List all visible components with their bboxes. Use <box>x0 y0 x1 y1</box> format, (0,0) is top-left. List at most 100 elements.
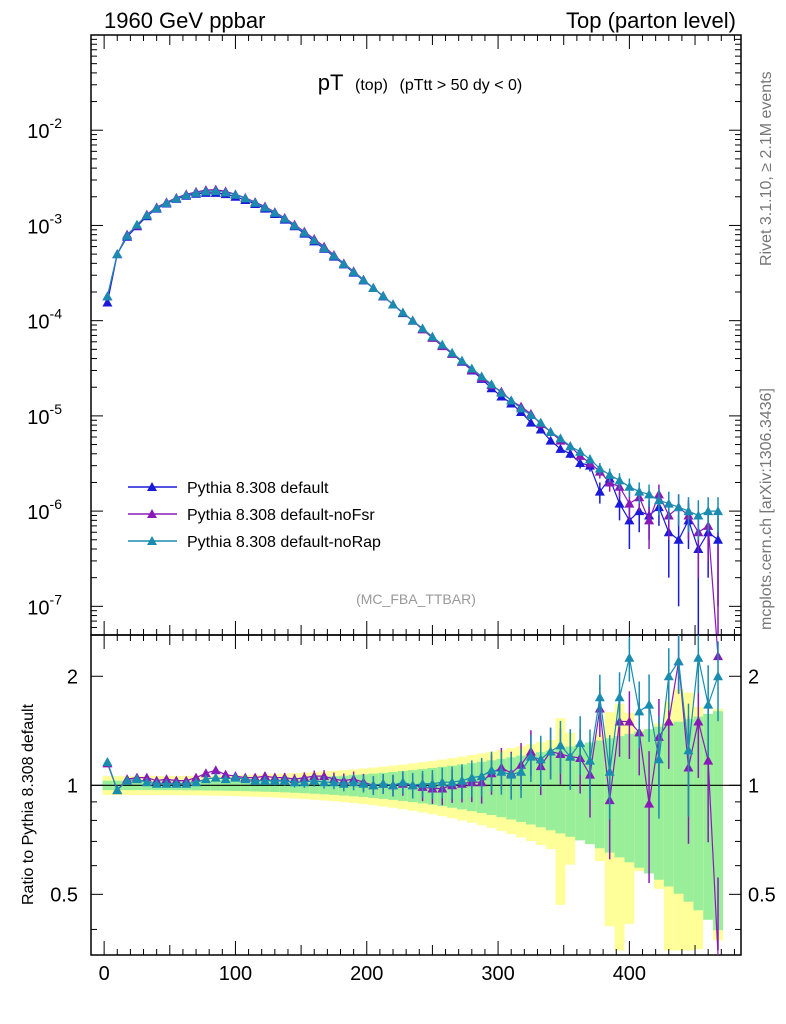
ratio-data-point <box>299 777 310 787</box>
ratio-data-point <box>141 777 152 787</box>
main-data-point <box>713 534 724 544</box>
ratio-data-point <box>693 652 704 662</box>
main-data-point <box>565 441 576 451</box>
ratio-data-point <box>486 765 497 775</box>
main-data-point <box>476 371 487 381</box>
x-tick-label: 400 <box>613 963 646 985</box>
legend-entry: Pythia 8.308 default <box>128 480 329 497</box>
ratio-data-point <box>112 785 123 795</box>
ratio-data-point <box>575 737 586 747</box>
main-data-point <box>397 307 408 317</box>
main-data-point <box>594 463 605 473</box>
ratio-data-point <box>466 772 477 782</box>
ratio-band-inner <box>634 731 645 868</box>
legend-label: Pythia 8.308 default-noRap <box>187 534 381 551</box>
x-tick-label: 0 <box>99 963 110 985</box>
ratio-y-ticks: 0.5 0.5 1 1 2 2 <box>50 666 776 930</box>
main-data-point <box>703 506 714 516</box>
ratio-data-point <box>220 774 231 784</box>
main-data-point <box>594 486 605 496</box>
ratio-data-point <box>181 778 192 788</box>
ratio-data-point <box>584 755 595 765</box>
main-data-point <box>525 417 536 427</box>
ratio-data-point <box>368 780 379 790</box>
main-y-tick-exponent: -5 <box>50 401 63 417</box>
main-data-point <box>200 186 211 196</box>
main-data-point <box>358 274 369 284</box>
ratio-band-inner <box>663 724 674 887</box>
main-data-point <box>279 213 290 223</box>
ratio-band-inner <box>614 736 625 858</box>
ratio-y-tick-label: 0.5 <box>50 884 78 906</box>
main-data-point <box>663 498 674 508</box>
chart-title: pT (top) (pTtt > 50 dy < 0) <box>318 70 522 95</box>
main-data-point <box>486 379 497 389</box>
main-data-point <box>496 387 507 397</box>
ratio-band-inner <box>693 716 704 911</box>
ratio-data-point <box>191 777 202 787</box>
ratio-y-tick-label: 2 <box>67 666 78 688</box>
ratio-data-point <box>683 745 694 755</box>
main-data-point <box>328 250 339 260</box>
ratio-plot-frame <box>90 634 742 956</box>
ratio-data-point <box>250 775 261 785</box>
ratio-data-point <box>407 780 418 790</box>
ratio-y-tick-label-right: 1 <box>748 775 759 797</box>
main-data-point <box>269 207 280 217</box>
main-data-point <box>338 258 349 268</box>
ratio-data-point <box>259 775 270 785</box>
main-data-point <box>220 187 231 197</box>
main-data-point <box>437 339 448 349</box>
main-series-1 <box>102 184 724 661</box>
ratio-data-point <box>240 774 251 784</box>
main-data-point <box>683 506 694 516</box>
main-y-ticks: 10-7 10-6 10-5 10-4 10-3 10-2 <box>27 34 741 636</box>
main-data-point <box>447 347 458 357</box>
main-data-point <box>417 323 428 333</box>
main-data-point <box>713 506 724 516</box>
analysis-watermark: (MC_FBA_TTBAR) <box>356 591 476 607</box>
ratio-data-point <box>703 699 714 709</box>
ratio-data-point <box>131 774 142 784</box>
ratio-band-inner <box>713 711 723 931</box>
main-data-point <box>545 426 556 436</box>
ratio-data-point <box>397 777 408 787</box>
ratio-data-point <box>210 772 221 782</box>
main-data-point <box>555 433 566 443</box>
main-data-point <box>230 189 241 199</box>
header-process-label: Top (parton level) <box>566 8 736 33</box>
ratio-data-point <box>200 774 211 784</box>
ratio-data-point <box>703 755 714 765</box>
ratio-data-point <box>141 772 152 782</box>
main-data-point <box>673 502 684 512</box>
main-data-point <box>112 249 123 259</box>
main-data-point <box>102 291 113 301</box>
main-data-point <box>565 448 576 458</box>
ratio-band-inner <box>525 753 536 825</box>
main-data-point <box>388 299 399 309</box>
ratio-data-point <box>663 671 674 681</box>
ratio-data-point <box>644 699 655 709</box>
ratio-data-point <box>653 754 664 764</box>
ratio-y-tick-label-right: 0.5 <box>748 884 776 906</box>
ratio-data-point <box>476 771 487 781</box>
ratio-data-point <box>171 778 182 788</box>
main-series-line <box>106 190 719 517</box>
main-data-point <box>289 220 300 230</box>
legend-label: Pythia 8.308 default-noFsr <box>187 507 375 524</box>
main-data-point <box>673 534 684 544</box>
ratio-data-point <box>161 774 172 784</box>
main-data-point <box>693 510 704 520</box>
main-data-point <box>151 203 162 213</box>
main-data-point <box>644 489 655 499</box>
ratio-data-point <box>693 716 704 726</box>
ratio-data-point <box>417 778 428 788</box>
main-data-point <box>161 198 172 208</box>
ratio-data-point <box>200 768 211 778</box>
main-data-point <box>614 498 625 508</box>
legend-label: Pythia 8.308 default <box>187 480 329 497</box>
main-y-tick-exponent: -4 <box>50 306 63 322</box>
main-data-point <box>191 187 202 197</box>
main-data-point <box>131 219 142 229</box>
